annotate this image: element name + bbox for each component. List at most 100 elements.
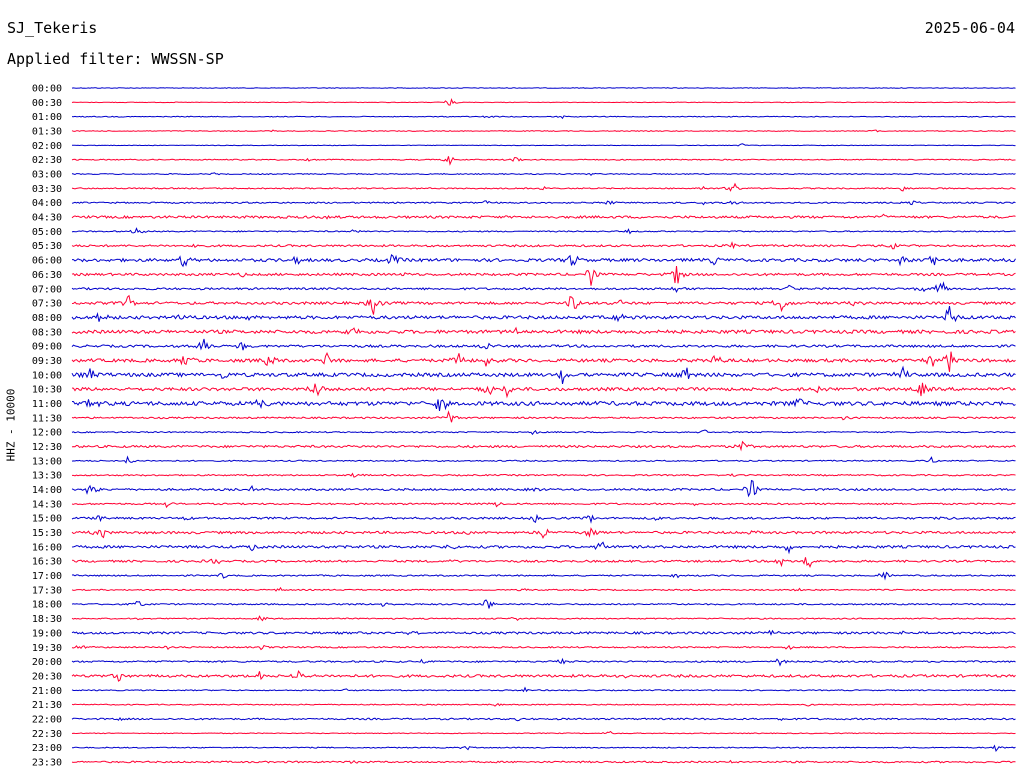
seismogram-trace — [71, 129, 1016, 133]
seismogram-trace — [71, 172, 1016, 177]
trace-time-label: 12:30 — [32, 442, 62, 453]
seismogram-trace — [71, 759, 1016, 764]
trace-time-label: 14:30 — [32, 499, 62, 510]
trace-time-label: 10:00 — [32, 370, 62, 381]
trace-time-label: 16:00 — [32, 542, 62, 553]
seismogram-trace — [71, 156, 1016, 166]
seismogram-trace — [71, 97, 1016, 106]
seismogram-trace — [71, 326, 1016, 335]
seismogram-trace — [72, 472, 1016, 478]
seismogram-trace — [71, 586, 1016, 592]
trace-time-label: 16:30 — [32, 557, 62, 568]
trace-time-label: 03:30 — [32, 184, 62, 195]
trace-time-label: 04:00 — [32, 198, 62, 209]
trace-time-label: 18:00 — [32, 600, 62, 611]
trace-time-label: 13:30 — [32, 471, 62, 482]
trace-time-label: 22:00 — [32, 714, 62, 725]
trace-time-label: 21:30 — [32, 700, 62, 711]
trace-time-label: 12:00 — [32, 428, 62, 439]
trace-time-label: 21:00 — [32, 686, 62, 697]
trace-time-label: 17:00 — [32, 571, 62, 582]
seismogram-trace — [71, 571, 1016, 581]
seismogram-trace — [71, 686, 1016, 693]
trace-time-label: 00:30 — [32, 98, 62, 109]
seismogram-trace — [71, 306, 1016, 323]
seismogram-trace — [71, 227, 1016, 235]
trace-time-label: 09:30 — [32, 356, 62, 367]
trace-time-label: 15:30 — [32, 528, 62, 539]
trace-time-label: 19:00 — [32, 628, 62, 639]
seismogram-trace — [71, 87, 1016, 89]
seismogram-trace — [71, 479, 1016, 498]
trace-time-label: 11:00 — [32, 399, 62, 410]
seismogram-trace — [71, 365, 1016, 385]
trace-time-label: 19:30 — [32, 643, 62, 654]
trace-time-label: 13:00 — [32, 456, 62, 467]
seismogram-trace — [71, 410, 1016, 423]
seismogram-trace — [71, 338, 1016, 351]
trace-time-label: 01:30 — [32, 127, 62, 138]
trace-time-label: 11:30 — [32, 413, 62, 424]
trace-time-label: 05:30 — [32, 241, 62, 252]
seismogram-trace — [71, 382, 1016, 399]
seismogram-trace — [71, 266, 1016, 286]
seismogram-trace — [71, 182, 1016, 192]
seismogram-trace — [71, 730, 1016, 735]
trace-time-label: 01:00 — [32, 112, 62, 123]
filter-label: Applied filter: WWSSN-SP — [7, 50, 224, 68]
seismogram-trace — [71, 615, 1016, 622]
trace-time-label: 18:30 — [32, 614, 62, 625]
seismogram-trace — [71, 657, 1016, 667]
seismogram-trace — [71, 455, 1016, 464]
trace-time-label: 22:30 — [32, 729, 62, 740]
seismogram-trace — [71, 501, 1016, 509]
seismogram-trace — [71, 716, 1016, 722]
trace-time-label: 06:30 — [32, 270, 62, 281]
trace-time-label: 00:00 — [32, 84, 62, 95]
seismogram-trace — [71, 629, 1016, 636]
trace-time-label: 02:00 — [32, 141, 62, 152]
trace-time-label: 07:30 — [32, 299, 62, 310]
seismogram-trace — [71, 644, 1016, 651]
seismogram-trace — [71, 669, 1016, 682]
seismogram-trace — [71, 702, 1016, 707]
record-date: 2025-06-04 — [924, 19, 1015, 37]
trace-time-label: 08:30 — [32, 327, 62, 338]
trace-time-label: 23:30 — [32, 757, 62, 768]
seismogram-trace — [71, 115, 1016, 120]
trace-time-label: 20:30 — [32, 671, 62, 682]
trace-time-label: 03:00 — [32, 170, 62, 181]
seismogram-trace — [71, 557, 1016, 568]
trace-time-label: 06:00 — [32, 256, 62, 267]
seismogram-trace — [72, 744, 1016, 752]
seismogram-trace — [71, 294, 1016, 315]
trace-time-label: 10:30 — [32, 385, 62, 396]
seismogram-trace — [71, 513, 1016, 524]
trace-time-label: 09:00 — [32, 342, 62, 353]
trace-time-label: 08:00 — [32, 313, 62, 324]
trace-time-label: 15:00 — [32, 514, 62, 525]
trace-time-label: 20:00 — [32, 657, 62, 668]
seismogram-trace — [71, 541, 1016, 555]
seismogram-trace — [71, 429, 1016, 436]
seismogram-trace — [71, 213, 1016, 220]
seismogram-trace — [71, 527, 1016, 539]
trace-time-label: 14:00 — [32, 485, 62, 496]
seismogram-trace — [71, 200, 1016, 206]
trace-time-label: 23:00 — [32, 743, 62, 754]
seismogram-trace — [71, 351, 1016, 372]
seismogram-trace — [71, 241, 1016, 250]
trace-time-label: 17:30 — [32, 585, 62, 596]
seismogram-trace — [72, 254, 1016, 268]
trace-time-label: 02:30 — [32, 155, 62, 166]
trace-time-label: 05:00 — [32, 227, 62, 238]
trace-time-label: 07:00 — [32, 284, 62, 295]
seismogram-trace — [71, 143, 1016, 147]
station-name: SJ_Tekeris — [7, 19, 98, 37]
seismogram-trace — [71, 599, 1016, 609]
seismogram-trace — [71, 398, 1016, 411]
seismogram-trace — [71, 281, 1016, 293]
seismogram-trace — [71, 440, 1016, 452]
trace-time-label: 04:30 — [32, 213, 62, 224]
